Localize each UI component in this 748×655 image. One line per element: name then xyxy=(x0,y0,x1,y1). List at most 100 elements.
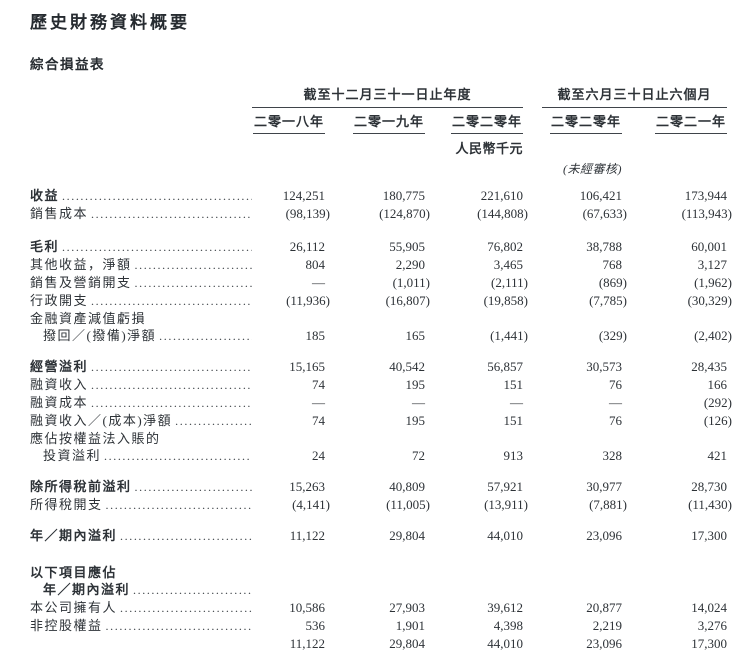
cell-value: 23,096 xyxy=(586,636,622,651)
row-label-text: 融資成本 xyxy=(30,395,89,410)
table-row: 融資成本 — — — — (292) xyxy=(30,394,732,412)
cell-value: (11,005) xyxy=(386,497,430,512)
cell-value xyxy=(627,581,732,599)
cell-value: 536 xyxy=(305,618,326,633)
cell-value: (7,881) xyxy=(589,497,627,512)
year-header-cell: 二零二零年 xyxy=(528,113,627,134)
row-label: 收益 xyxy=(30,187,252,205)
cell-value: 30,977 xyxy=(586,479,622,494)
dot-leader xyxy=(62,238,252,256)
cell-value: 165 xyxy=(405,328,426,343)
row-label: 金融資產減值虧損 xyxy=(30,310,252,327)
cell-value: 74 xyxy=(312,377,325,392)
table-row: 融資收入／(成本)淨額 74 195 151 76 (126) xyxy=(30,412,732,430)
cell-value: 55,905 xyxy=(389,239,425,254)
cell-value xyxy=(627,430,732,447)
cell-value: 221,610 xyxy=(480,188,523,203)
row-label-text: 應佔按權益法入賬的 xyxy=(30,431,161,446)
cell-value: 28,435 xyxy=(691,359,727,374)
cell-value: 23,096 xyxy=(586,528,622,543)
unit-cell: 人民幣千元 xyxy=(430,140,528,157)
row-label-text: 非控股權益 xyxy=(30,618,103,633)
year-header-row: 二零一八年 二零一九年 二零二零年 二零二零年 二零二一年 xyxy=(30,113,732,134)
row-label: 投資溢利 xyxy=(30,447,252,465)
row-label: 其他收益，淨額 xyxy=(30,256,252,274)
unaudited-row: (未經審核) xyxy=(30,160,732,178)
row-label: 銷售成本 xyxy=(30,205,252,223)
unit-row: 人民幣千元 xyxy=(30,140,732,157)
cell-value: 29,804 xyxy=(389,528,425,543)
unaudited-label: (未經審核) xyxy=(563,162,622,176)
income-statement-table: 截至十二月三十一日止年度 截至六月三十日止六個月 二零一八年 二零一九年 二零二… xyxy=(30,86,732,652)
empty-cell xyxy=(528,140,627,157)
empty-cell xyxy=(627,160,732,178)
cell-value: 72 xyxy=(412,448,425,463)
dot-leader xyxy=(62,187,252,205)
row-label-text: 經營溢利 xyxy=(30,359,89,374)
year-header-jun2021: 二零二一年 xyxy=(654,113,727,134)
empty-cell xyxy=(252,140,330,157)
row-label: 經營溢利 xyxy=(30,358,252,376)
cell-value: — xyxy=(412,395,425,410)
row-label: 除所得稅前溢利 xyxy=(30,478,252,496)
cell-value: 44,010 xyxy=(487,636,523,651)
row-label: 銷售及營銷開支 xyxy=(30,274,252,292)
dot-leader xyxy=(91,205,252,223)
cell-value xyxy=(252,430,330,447)
dot-leader xyxy=(106,617,252,635)
row-label-text: 行政開支 xyxy=(30,293,89,308)
cell-value: (13,911) xyxy=(484,497,528,512)
cell-value: 768 xyxy=(602,257,623,272)
cell-value: (1,962) xyxy=(694,275,732,290)
cell-value xyxy=(528,310,627,327)
cell-value: (124,870) xyxy=(379,206,430,221)
cell-value: 328 xyxy=(602,448,623,463)
cell-value: (19,858) xyxy=(483,293,528,308)
table-row: 年／期內溢利 xyxy=(30,581,732,599)
row-label-text: 融資收入 xyxy=(30,377,89,392)
row-label: 所得稅開支 xyxy=(30,496,252,514)
dot-leader xyxy=(91,358,252,376)
cell-value xyxy=(252,581,330,599)
row-label: 本公司擁有人 xyxy=(30,599,252,617)
dot-leader xyxy=(104,447,252,465)
cell-value: (4,141) xyxy=(292,497,330,512)
cell-value: 20,877 xyxy=(586,600,622,615)
row-label-text: 所得稅開支 xyxy=(30,497,103,512)
cell-value: 57,921 xyxy=(487,479,523,494)
row-label-text: 金融資產減值虧損 xyxy=(30,311,147,326)
cell-value: 38,788 xyxy=(586,239,622,254)
dot-leader xyxy=(120,599,252,617)
page-title: 歷史財務資料概要 xyxy=(30,13,190,32)
table-row: 非控股權益 536 1,901 4,398 2,219 3,276 xyxy=(30,617,732,635)
cell-value: 40,809 xyxy=(389,479,425,494)
cell-value: (869) xyxy=(598,275,627,290)
cell-value xyxy=(430,581,528,599)
row-label-text: 本公司擁有人 xyxy=(30,600,118,615)
dot-leader xyxy=(91,376,252,394)
table-row: 本公司擁有人 10,586 27,903 39,612 20,877 14,024 xyxy=(30,599,732,617)
cell-value: 2,219 xyxy=(592,618,622,633)
table-row: 收益 124,251 180,775 221,610 106,421 173,944 xyxy=(30,187,732,205)
cell-value: 27,903 xyxy=(389,600,425,615)
cell-value: 11,122 xyxy=(289,636,325,651)
cell-value: 106,421 xyxy=(579,188,622,203)
table-row: 除所得稅前溢利 15,263 40,809 57,921 30,977 28,730 xyxy=(30,478,732,496)
section-title: 綜合損益表 xyxy=(30,57,105,72)
row-label-text: 撥回／(撥備)淨額 xyxy=(43,328,157,343)
dot-leader xyxy=(135,256,252,274)
cell-value: 26,112 xyxy=(289,239,325,254)
year-header-cell: 二零一九年 xyxy=(330,113,430,134)
row-label xyxy=(30,635,252,652)
table-row: 融資收入 74 195 151 76 166 xyxy=(30,376,732,394)
table-row: 以下項目應佔 xyxy=(30,564,732,581)
cell-value: 44,010 xyxy=(487,528,523,543)
table-row: 應佔按權益法入賬的 xyxy=(30,430,732,447)
cell-value: 180,775 xyxy=(382,188,425,203)
unaudited-cell: (未經審核) xyxy=(528,160,627,178)
column-group-interim: 截至六月三十日止六個月 xyxy=(542,86,727,108)
empty-cell xyxy=(330,160,430,178)
dot-leader xyxy=(120,527,252,545)
cell-value: (2,402) xyxy=(694,328,732,343)
